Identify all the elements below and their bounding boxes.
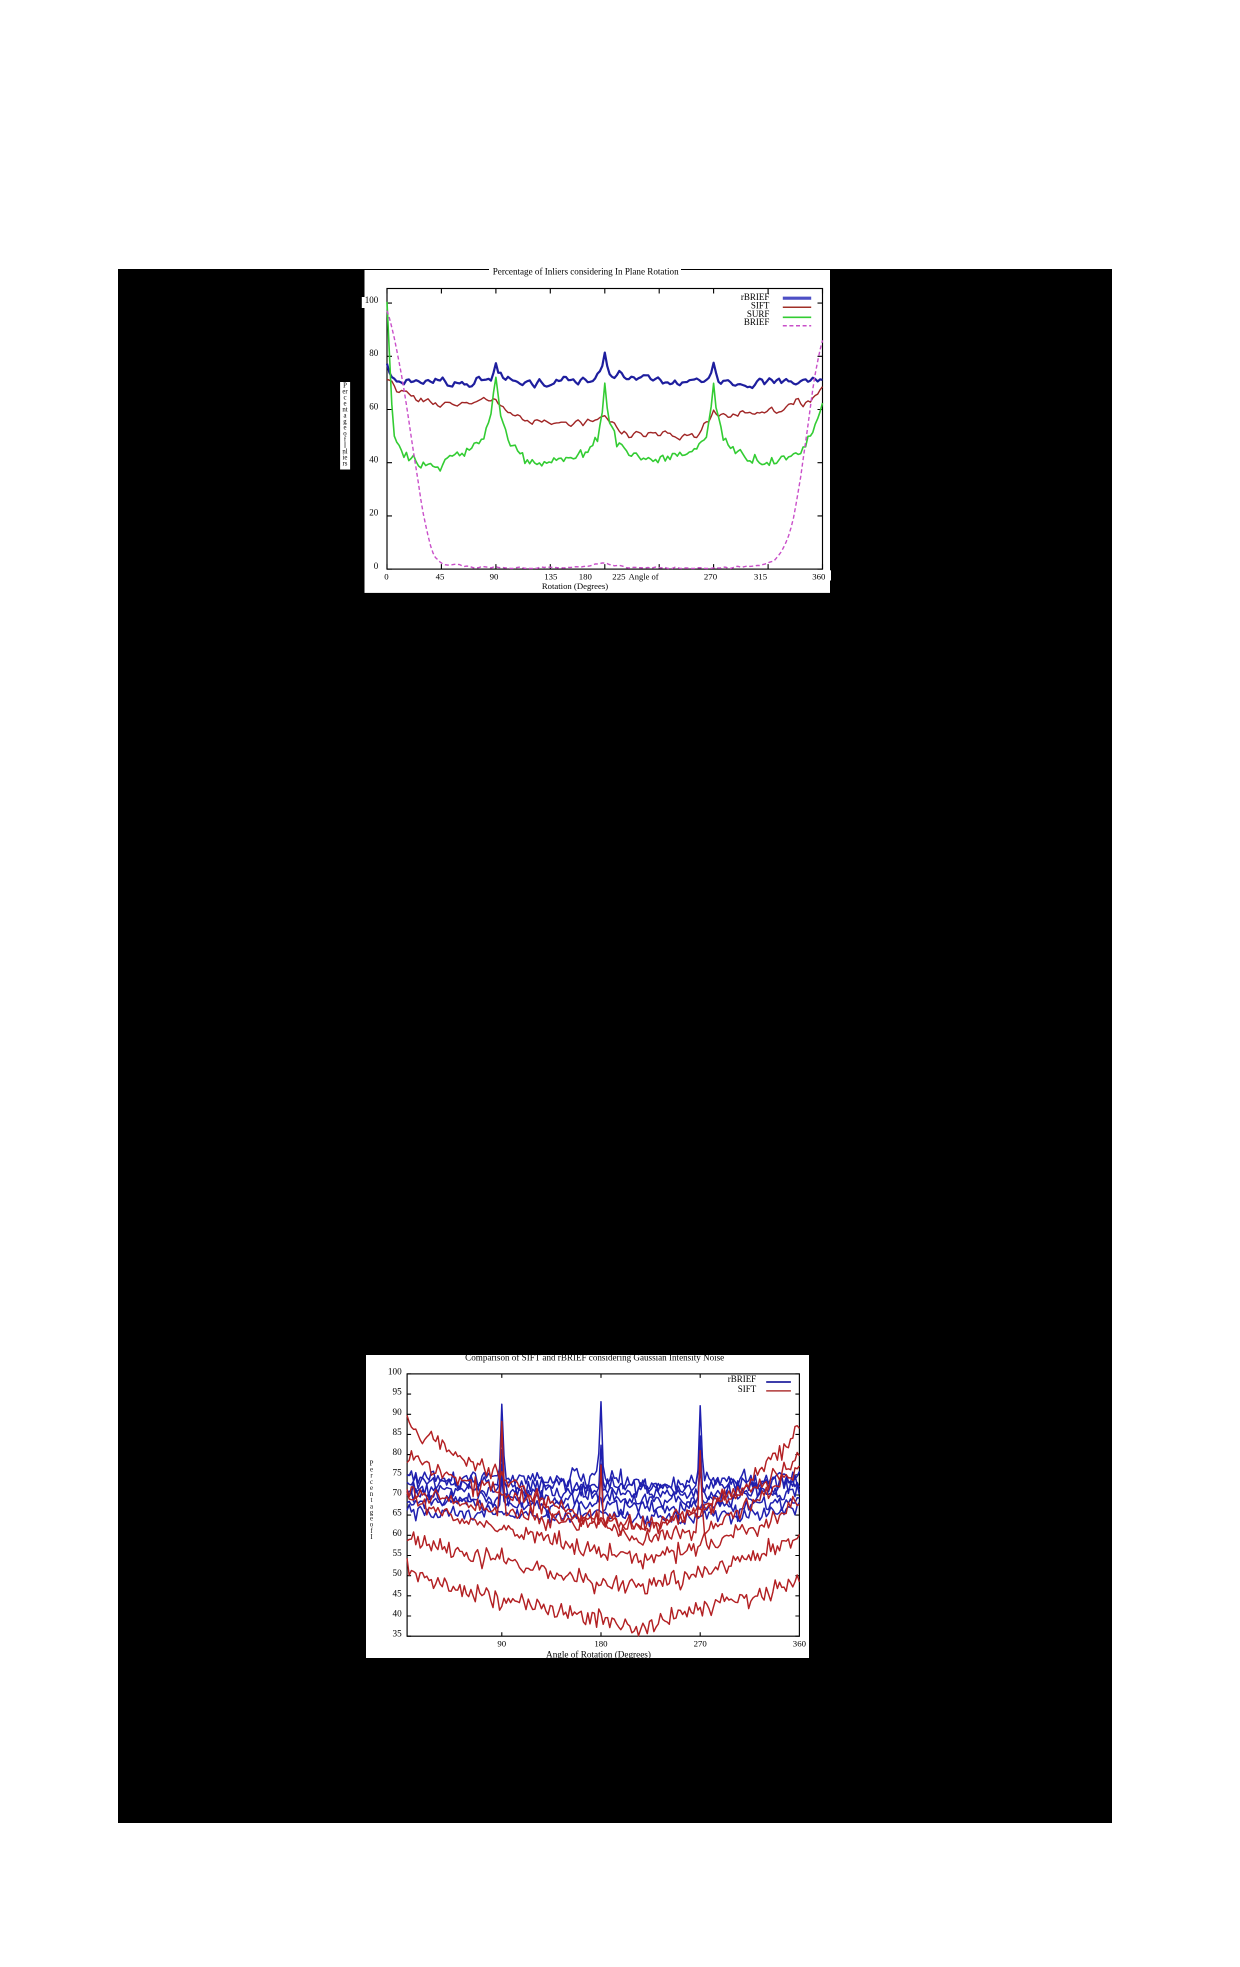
svg-text:Rotation (Degrees): Rotation (Degrees) bbox=[542, 581, 608, 591]
svg-text:P: P bbox=[369, 1460, 373, 1467]
svg-text:225: 225 bbox=[612, 572, 626, 582]
svg-text:100: 100 bbox=[365, 295, 379, 305]
svg-text:o: o bbox=[343, 430, 347, 437]
svg-text:20: 20 bbox=[369, 508, 379, 518]
svg-text:e: e bbox=[343, 400, 346, 407]
svg-text:o: o bbox=[370, 1521, 374, 1528]
svg-text:60: 60 bbox=[392, 1527, 402, 1537]
svg-text:Percentage of Inliers consider: Percentage of Inliers considering In Pla… bbox=[493, 266, 679, 276]
svg-text:rs: rs bbox=[343, 460, 348, 467]
svg-text:nl: nl bbox=[342, 448, 347, 455]
svg-text:40: 40 bbox=[392, 1608, 402, 1618]
svg-text:0: 0 bbox=[374, 561, 379, 571]
svg-text:e: e bbox=[370, 1484, 373, 1491]
svg-text:g: g bbox=[370, 1509, 374, 1516]
svg-text:e: e bbox=[370, 1515, 373, 1522]
svg-text:270: 270 bbox=[704, 572, 718, 582]
svg-text:80: 80 bbox=[369, 348, 379, 358]
svg-text:BRIEF: BRIEF bbox=[744, 317, 770, 327]
svg-text:55: 55 bbox=[392, 1547, 402, 1557]
svg-text:rBRIEF: rBRIEF bbox=[728, 1373, 756, 1383]
svg-text:a: a bbox=[343, 412, 346, 419]
svg-text:90: 90 bbox=[490, 572, 499, 582]
svg-text:180: 180 bbox=[579, 572, 593, 582]
svg-text:SURF: SURF bbox=[747, 309, 770, 319]
svg-text:f: f bbox=[344, 436, 347, 443]
svg-text:I: I bbox=[370, 1533, 373, 1540]
svg-text:SIFT: SIFT bbox=[738, 1383, 757, 1393]
svg-text:65: 65 bbox=[392, 1507, 402, 1517]
svg-text:n: n bbox=[370, 1491, 374, 1498]
svg-text:85: 85 bbox=[392, 1426, 402, 1436]
svg-text:a: a bbox=[370, 1503, 373, 1510]
svg-text:e: e bbox=[370, 1466, 373, 1473]
svg-text:35: 35 bbox=[392, 1628, 402, 1638]
svg-text:0: 0 bbox=[384, 572, 389, 582]
svg-text:I: I bbox=[344, 442, 347, 449]
svg-text:Angle of: Angle of bbox=[629, 572, 659, 582]
svg-text:P: P bbox=[343, 382, 347, 389]
svg-text:60: 60 bbox=[369, 401, 379, 411]
svg-text:50: 50 bbox=[392, 1568, 402, 1578]
svg-text:45: 45 bbox=[392, 1588, 402, 1598]
svg-text:SIFT: SIFT bbox=[751, 301, 770, 311]
svg-text:45: 45 bbox=[436, 572, 445, 582]
svg-text:135: 135 bbox=[544, 572, 558, 582]
svg-text:nt: nt bbox=[342, 406, 347, 413]
svg-text:g: g bbox=[343, 418, 347, 425]
svg-text:c: c bbox=[343, 394, 346, 401]
svg-text:e: e bbox=[343, 424, 346, 431]
svg-text:90: 90 bbox=[392, 1406, 402, 1416]
svg-text:er: er bbox=[342, 388, 348, 395]
svg-text:100: 100 bbox=[388, 1366, 402, 1376]
svg-text:r: r bbox=[370, 1472, 373, 1479]
svg-text:40: 40 bbox=[369, 455, 379, 465]
svg-text:70: 70 bbox=[392, 1487, 402, 1497]
svg-text:90: 90 bbox=[497, 1638, 506, 1648]
svg-text:Comparison of SIFT and rBRIEF: Comparison of SIFT and rBRIEF considerin… bbox=[465, 1355, 724, 1362]
svg-text:270: 270 bbox=[693, 1638, 707, 1648]
svg-text:rBRIEF: rBRIEF bbox=[741, 292, 770, 302]
svg-text:315: 315 bbox=[754, 572, 768, 582]
svg-text:80: 80 bbox=[392, 1447, 402, 1457]
svg-text:360: 360 bbox=[793, 1638, 807, 1648]
svg-text:f: f bbox=[370, 1527, 373, 1534]
svg-text:c: c bbox=[370, 1478, 373, 1485]
svg-text:360: 360 bbox=[812, 572, 826, 582]
svg-text:75: 75 bbox=[392, 1467, 402, 1477]
svg-text:ie: ie bbox=[343, 454, 348, 461]
svg-text:95: 95 bbox=[392, 1386, 402, 1396]
svg-text:180: 180 bbox=[594, 1638, 608, 1648]
svg-text:Angle of Rotation (Degrees): Angle of Rotation (Degrees) bbox=[546, 1649, 651, 1658]
svg-text:t: t bbox=[370, 1497, 372, 1504]
